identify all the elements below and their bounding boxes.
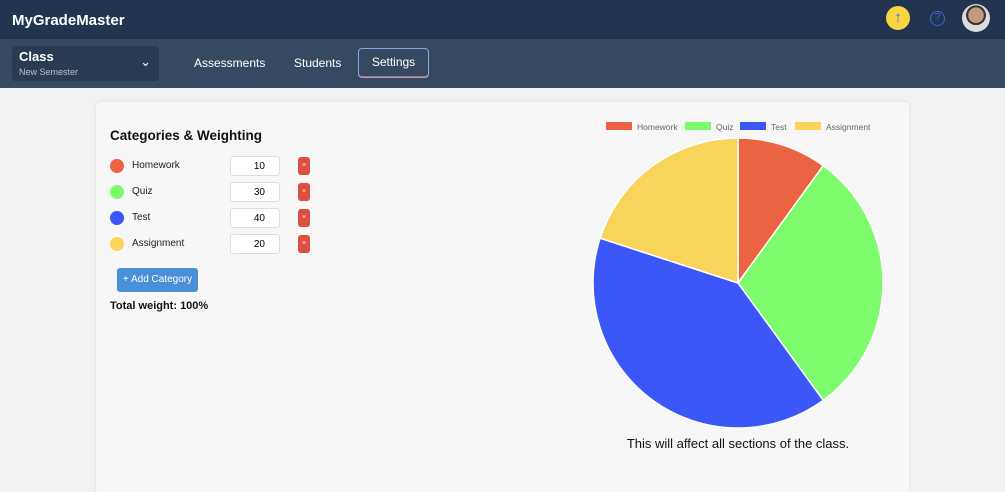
category-row: Assignment 20 × <box>110 233 320 255</box>
delete-button[interactable]: × <box>298 157 310 175</box>
category-name: Quiz <box>132 186 153 197</box>
brand: MyGradeMaster <box>12 12 125 29</box>
weight-input[interactable]: 20 <box>230 234 280 254</box>
category-name: Homework <box>132 160 180 171</box>
legend-label[interactable]: Quiz <box>716 122 733 132</box>
color-swatch[interactable] <box>110 237 124 251</box>
color-swatch[interactable] <box>110 185 124 199</box>
legend-label[interactable]: Assignment <box>826 122 871 132</box>
pie-slice-homework[interactable] <box>737 137 825 286</box>
chevron-down-icon: ⌄ <box>140 54 151 69</box>
category-name: Assignment <box>132 238 185 249</box>
class-subtitle: New Semester <box>19 67 79 77</box>
pie-slice-assignment[interactable] <box>599 137 739 285</box>
total-weight: Total weight: 100% <box>110 300 209 312</box>
pie-slice-quiz[interactable] <box>737 164 884 402</box>
weight-input[interactable]: 30 <box>230 182 280 202</box>
delete-button[interactable]: × <box>298 209 310 227</box>
category-row: Homework 10 × <box>110 155 320 177</box>
category-name: Test <box>132 212 151 223</box>
legend-swatch <box>685 122 711 130</box>
pie-chart: Homework Quiz Test Assignment <box>592 122 884 429</box>
delete-button[interactable]: × <box>298 235 310 253</box>
nav-bar: Class New Semester ⌄ Assessments Student… <box>0 39 1005 88</box>
weight-input[interactable]: 10 <box>230 156 280 176</box>
tab-students[interactable]: Students <box>294 56 342 70</box>
category-row: Quiz 30 × <box>110 181 320 203</box>
legend-label[interactable]: Test <box>771 122 787 132</box>
pie-slice-test[interactable] <box>592 237 825 429</box>
top-bar: MyGradeMaster ↑ ? <box>0 0 1005 39</box>
legend-swatch <box>606 122 632 130</box>
question-icon[interactable]: ? <box>930 11 945 26</box>
legend-swatch <box>795 122 821 130</box>
tab-assessments[interactable]: Assessments <box>194 56 266 70</box>
section-title: Categories & Weighting <box>110 128 263 143</box>
add-category-button[interactable]: + Add Category <box>117 268 198 292</box>
category-row: Test 40 × <box>110 207 320 229</box>
tab-settings[interactable]: Settings <box>358 48 429 78</box>
class-title: Class <box>19 49 54 64</box>
class-selector[interactable]: Class New Semester ⌄ <box>12 46 159 81</box>
note-text: This will affect all sections of the cla… <box>626 436 850 451</box>
delete-button[interactable]: × <box>298 183 310 201</box>
color-swatch[interactable] <box>110 211 124 225</box>
legend-label[interactable]: Homework <box>637 122 678 132</box>
color-swatch[interactable] <box>110 159 124 173</box>
weight-input[interactable]: 40 <box>230 208 280 228</box>
legend-swatch <box>740 122 766 130</box>
arrow-up-icon[interactable]: ↑ <box>886 6 910 30</box>
avatar[interactable] <box>962 4 990 32</box>
